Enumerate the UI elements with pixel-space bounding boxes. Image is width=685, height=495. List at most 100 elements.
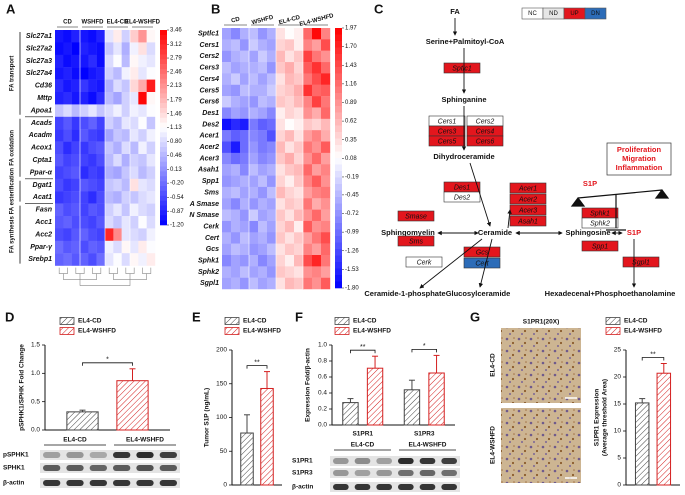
heatmap-cell xyxy=(80,166,89,179)
colorbar-step xyxy=(160,147,167,153)
row-label: Cert xyxy=(205,235,220,242)
bar xyxy=(66,411,99,431)
heatmap-cell xyxy=(63,240,72,254)
colorbar-step xyxy=(160,205,167,211)
heatmap-cell xyxy=(240,84,250,97)
row-label: Des2 xyxy=(202,121,219,128)
heatmap-cell xyxy=(276,39,286,51)
blot-band xyxy=(66,465,84,471)
colorbar-step xyxy=(160,200,167,206)
metabolite: Sphinganine xyxy=(442,95,487,104)
heatmap-cell xyxy=(249,39,259,51)
heatmap-cell xyxy=(113,191,122,204)
heatmap-cell xyxy=(146,129,156,142)
legend-label: EL4-WSHFD xyxy=(243,328,281,335)
heatmap-cell xyxy=(138,104,147,117)
enzyme-label: Cerk xyxy=(417,259,432,266)
colorbar-step xyxy=(160,73,167,80)
heatmap-cell xyxy=(294,232,304,244)
row-label: Cd36 xyxy=(35,83,52,90)
column-group-label: EL4-CD xyxy=(278,15,301,27)
heatmap-cell xyxy=(63,129,72,142)
heatmap-cell xyxy=(249,50,259,63)
enzyme-label: Acer3 xyxy=(518,207,537,214)
blot-strip xyxy=(40,463,180,473)
heatmap-cell xyxy=(267,96,277,108)
heatmap-cell xyxy=(303,84,313,97)
heatmap-cell xyxy=(63,166,72,179)
heatmap-cell xyxy=(88,166,97,179)
outcome-label: Migration xyxy=(622,154,656,163)
heatmap-cell xyxy=(303,266,313,278)
heatmap-cell xyxy=(267,198,277,210)
heatmap-cell xyxy=(55,154,64,167)
heatmap-cell xyxy=(105,228,114,241)
heatmap-cell xyxy=(312,50,322,63)
enzyme-label: Acer1 xyxy=(518,185,537,192)
column-group-label: EL4-WSHFD xyxy=(125,20,161,26)
legend-label: EL4-CD xyxy=(78,318,102,325)
balance xyxy=(570,189,670,231)
heatmap-cell xyxy=(294,255,304,267)
row-label: Sphk2 xyxy=(198,269,219,276)
heatmap-cell xyxy=(80,116,89,130)
colorbar-label: 1.13 xyxy=(170,125,182,131)
blot-strip xyxy=(40,478,180,488)
row-label: Spp1 xyxy=(202,178,219,185)
heatmap-cell xyxy=(63,42,72,55)
significance-bracket xyxy=(82,362,133,366)
arrow xyxy=(469,162,492,227)
heatmap-cell xyxy=(71,216,81,229)
heatmap-cell xyxy=(138,216,147,229)
bar xyxy=(116,380,149,431)
heatmap-cell xyxy=(294,73,304,85)
heatmap-cell xyxy=(258,175,268,188)
colorbar-step xyxy=(160,54,167,60)
heatmap-cell xyxy=(285,28,295,40)
heatmap-cell xyxy=(146,79,156,93)
colorbar-step xyxy=(160,88,167,94)
blot-band xyxy=(441,458,457,464)
heatmap-cell xyxy=(71,79,81,93)
metabolite: Sphingosine xyxy=(566,228,611,237)
heatmap-cell xyxy=(63,154,72,167)
heatmap-cell xyxy=(267,243,277,256)
row-label: Cpta1 xyxy=(33,157,53,164)
heatmap-cell xyxy=(105,240,114,254)
heatmap-cell xyxy=(130,104,139,117)
heatmap-cell xyxy=(231,96,241,108)
legend-swatch xyxy=(605,317,621,325)
heatmap-cell xyxy=(276,96,286,108)
colorbar-label: 2.79 xyxy=(170,56,182,62)
heatmap-cell xyxy=(312,62,322,74)
row-label: Acc1 xyxy=(34,219,52,226)
heatmap-cell xyxy=(113,216,122,229)
heatmap-cell xyxy=(96,104,106,117)
heatmap-cell xyxy=(130,240,139,254)
row-label: Acadm xyxy=(28,132,52,139)
heatmap-cell xyxy=(294,175,304,188)
heatmap-cell xyxy=(222,243,232,256)
status-legend-label: UP xyxy=(570,11,578,17)
heatmap-cell xyxy=(321,186,331,199)
heatmap-cell xyxy=(71,240,81,254)
blot-band xyxy=(419,458,436,464)
heatmap-cell xyxy=(276,164,286,176)
colorbar-step xyxy=(160,93,167,99)
row-label: Slc27a4 xyxy=(26,70,52,77)
heatmap-cell xyxy=(285,107,295,119)
colorbar-label: -1.20 xyxy=(170,223,184,229)
bar xyxy=(634,402,650,486)
heatmap-cell xyxy=(276,255,286,267)
colorbar-step xyxy=(160,215,167,221)
heatmap-cell xyxy=(321,175,331,188)
legend-label: EL4-WSHFD xyxy=(78,328,116,335)
significance-label: ** xyxy=(650,351,656,358)
colorbar-step xyxy=(335,275,342,282)
heatmap-cell xyxy=(312,255,322,267)
heatmap-cell xyxy=(258,186,268,199)
heatmap-cell xyxy=(303,107,313,119)
blot-band xyxy=(136,480,154,486)
colorbar-label: 0.13 xyxy=(170,167,182,173)
